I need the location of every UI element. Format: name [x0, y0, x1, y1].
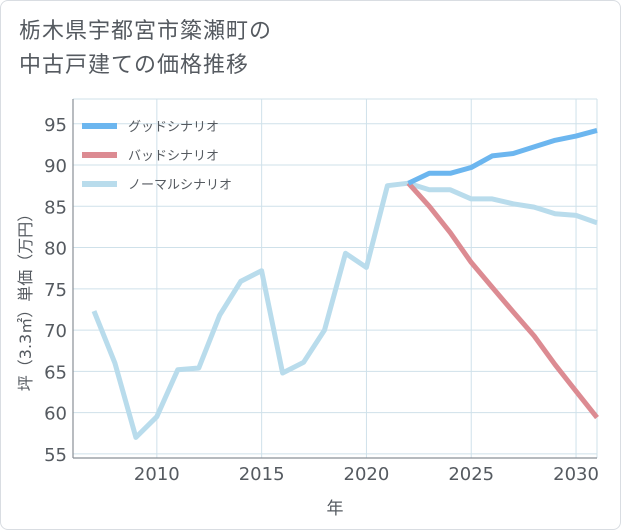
series-line-bad: [406, 181, 599, 420]
x-axis-label: 年: [327, 499, 344, 519]
chart-title-line-2: 中古戸建ての価格推移: [19, 53, 250, 78]
x-tick-labels: 2010 2015 2020 2025 2030: [134, 464, 599, 485]
x-tick-label-2010: 2010: [134, 464, 180, 485]
y-tick-label-60: 60: [44, 404, 67, 425]
legend-label-good: グッドシナリオ: [128, 120, 219, 135]
chart-title: 栃木県宇都宮市簗瀬町の 中古戸建ての価格推移: [19, 15, 272, 83]
x-tick-label-2030: 2030: [553, 464, 599, 485]
y-tick-label-85: 85: [44, 197, 67, 218]
y-tick-label-80: 80: [44, 239, 67, 260]
y-tick-label-90: 90: [44, 156, 67, 177]
y-axis-label: 坪（3.3㎡）単価（万円）: [16, 206, 35, 391]
y-tick-labels: 55 60 65 70 75 80 85 90 95: [44, 115, 67, 466]
grid-lines: [73, 98, 598, 458]
axes: [72, 99, 597, 459]
series-line-normal: [91, 180, 598, 440]
y-tick-label-65: 65: [44, 362, 67, 383]
chart-title-line-1: 栃木県宇都宮市簗瀬町の: [19, 19, 273, 44]
x-tick-label-2015: 2015: [239, 464, 285, 485]
y-tick-label-55: 55: [44, 445, 67, 466]
x-tick-label-2025: 2025: [448, 464, 494, 485]
series-lines: [91, 127, 599, 440]
legend-label-normal: ノーマルシナリオ: [128, 178, 232, 193]
series-line-good: [407, 127, 598, 186]
y-tick-label-70: 70: [44, 321, 67, 342]
y-tick-label-75: 75: [44, 280, 67, 301]
legend-label-bad: バッドシナリオ: [128, 149, 219, 164]
x-tick-label-2020: 2020: [344, 464, 390, 485]
y-tick-label-95: 95: [44, 115, 67, 136]
